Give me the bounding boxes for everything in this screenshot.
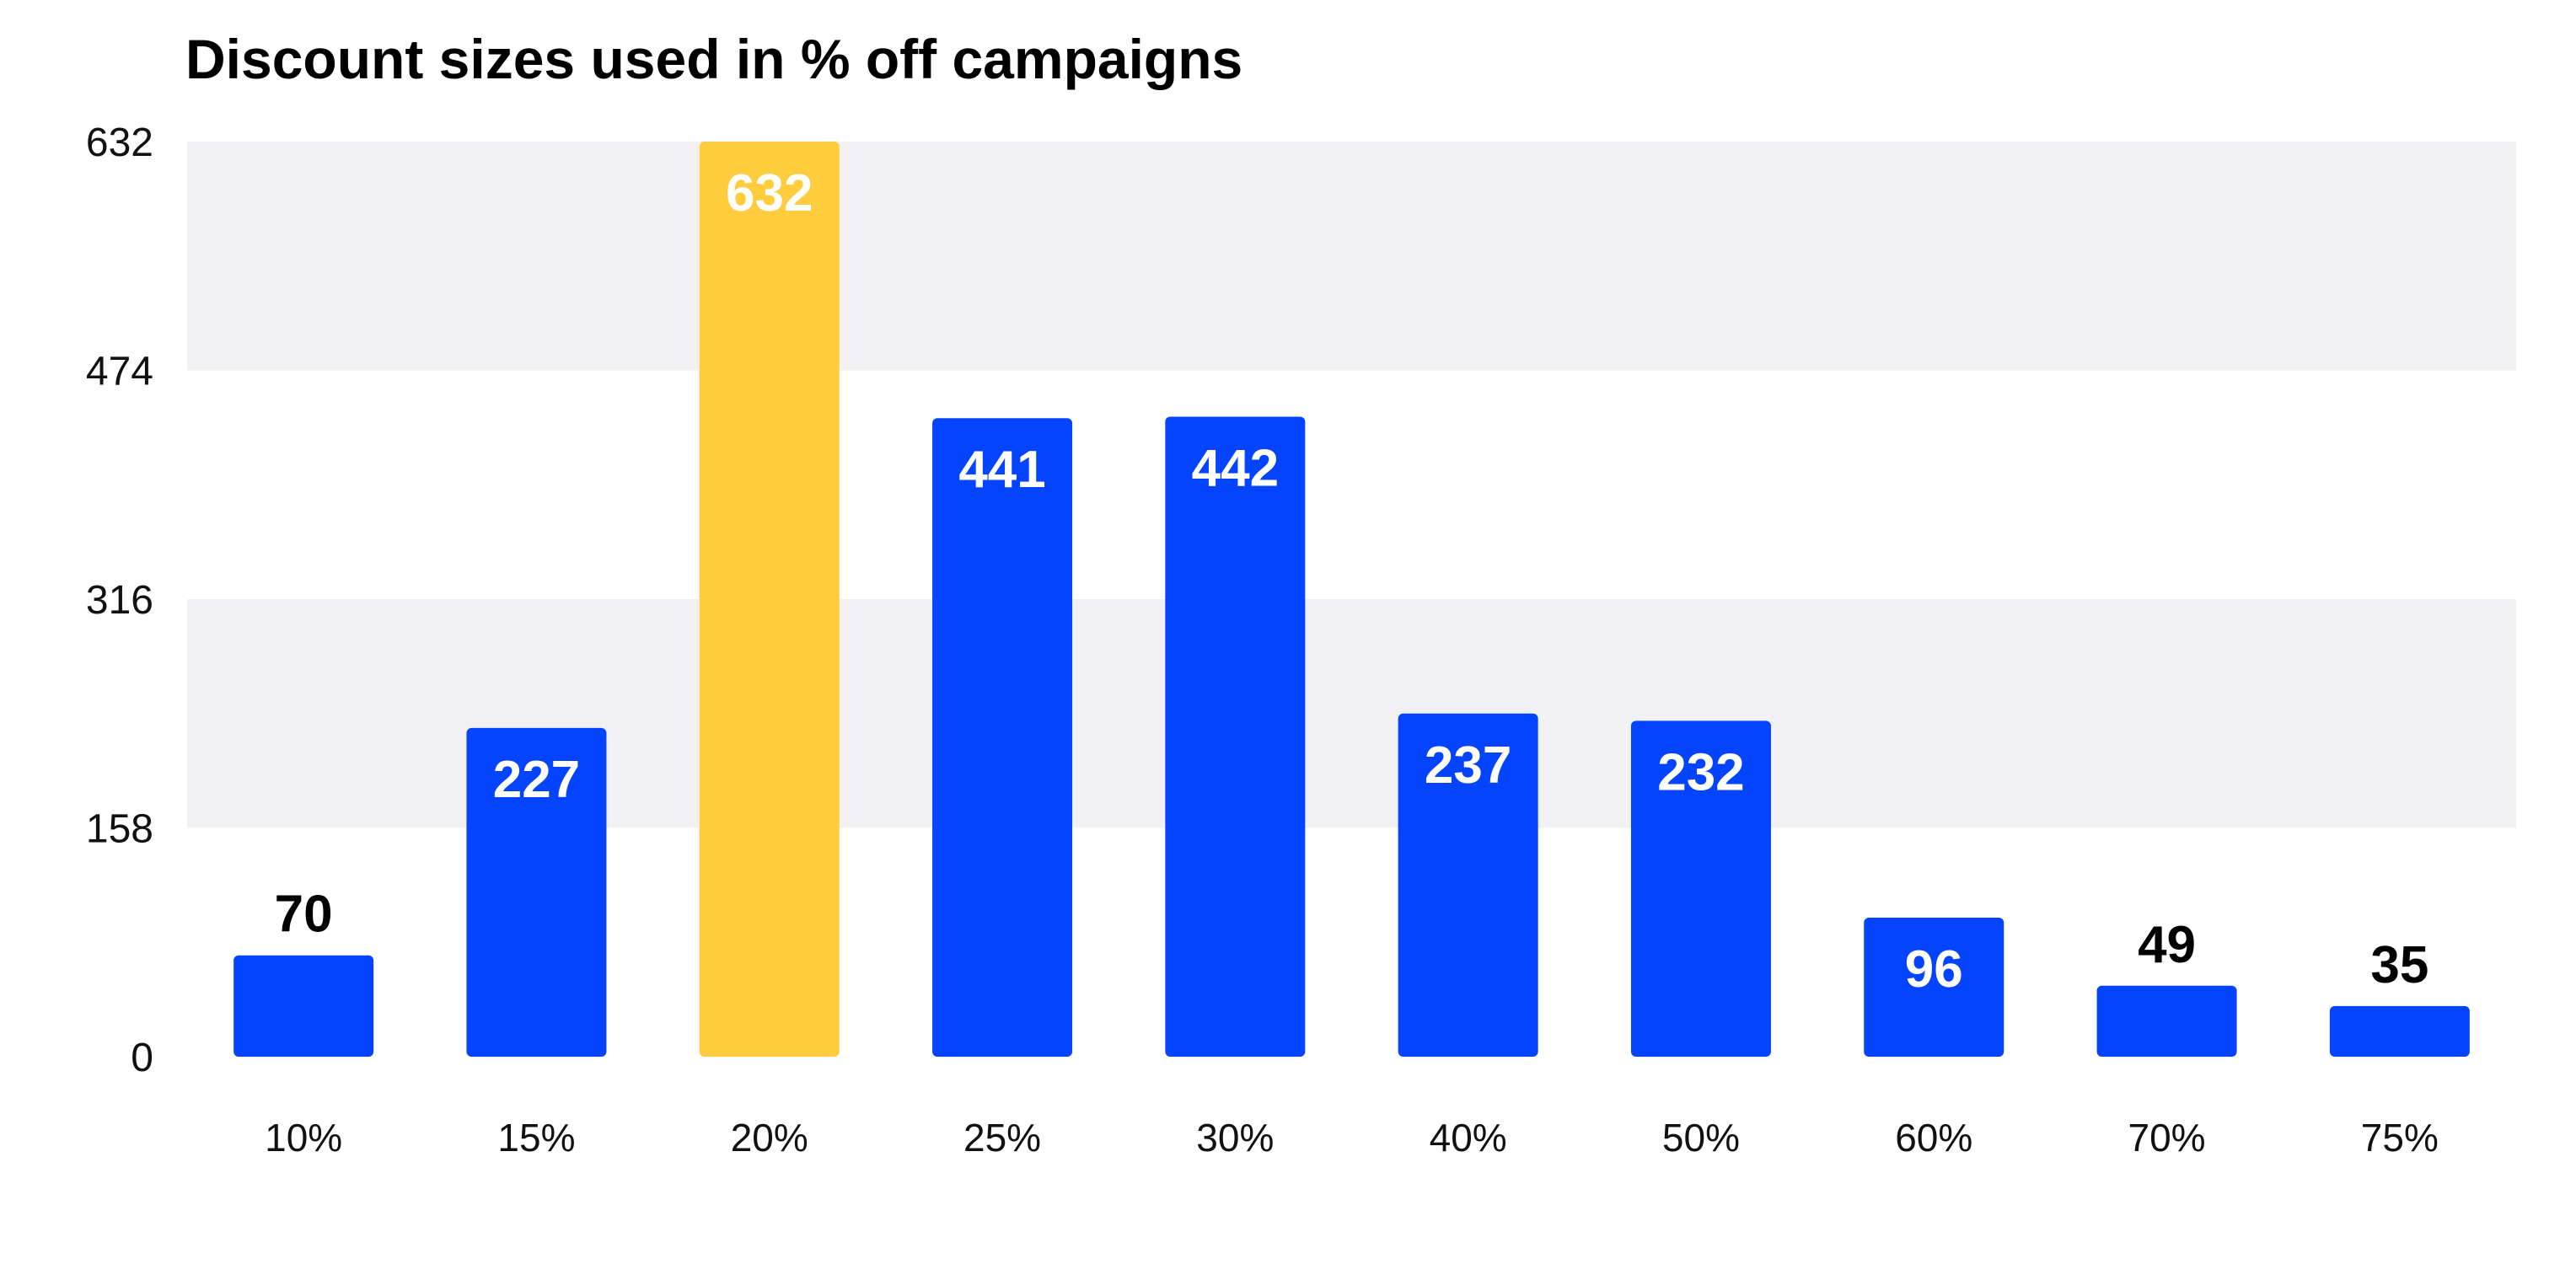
data-label: 442 <box>1192 439 1279 497</box>
data-label: 232 <box>1657 743 1744 801</box>
data-label: 441 <box>958 441 1045 499</box>
x-tick-label: 15% <box>497 1116 575 1160</box>
x-tick-label: 75% <box>2361 1116 2439 1160</box>
data-label: 227 <box>493 751 580 809</box>
x-tick-label: 40% <box>1430 1116 1507 1160</box>
data-label: 237 <box>1425 736 1511 795</box>
grid-bands <box>187 142 2516 828</box>
bars <box>233 142 2470 1058</box>
x-tick-label: 70% <box>2128 1116 2206 1160</box>
x-tick-label: 60% <box>1895 1116 1972 1160</box>
bar-20pct <box>699 142 840 1057</box>
bar-30pct <box>1165 416 1306 1058</box>
y-tick-label: 474 <box>86 350 153 394</box>
grid-band <box>187 142 2516 371</box>
y-axis: 0 158 316 474 632 <box>86 121 153 1080</box>
y-tick-label: 632 <box>86 121 153 165</box>
data-label: 632 <box>726 164 813 222</box>
x-tick-label: 50% <box>1662 1116 1740 1160</box>
y-tick-label: 0 <box>131 1036 153 1080</box>
x-axis: 10% 15% 20% 25% 30% 40% 50% 60% 70% 75% <box>265 1116 2439 1160</box>
bar-60pct <box>1864 918 2004 1057</box>
data-label: 70 <box>275 886 333 944</box>
bar-40pct <box>1398 713 1538 1057</box>
x-tick-label: 25% <box>963 1116 1041 1160</box>
bar-50pct <box>1630 720 1771 1057</box>
bar-70pct <box>2096 985 2237 1057</box>
x-tick-label: 10% <box>265 1116 342 1160</box>
data-label: 96 <box>1905 940 1963 999</box>
y-tick-label: 158 <box>86 807 153 852</box>
x-tick-label: 30% <box>1196 1116 1274 1160</box>
bar-75pct <box>2329 1005 2470 1057</box>
data-label: 35 <box>2370 936 2428 994</box>
data-labels: 70 227 632 441 442 237 232 96 49 35 <box>275 164 2429 999</box>
chart-title: Discount sizes used in % off campaigns <box>185 28 1243 90</box>
bar-15pct <box>466 727 607 1057</box>
data-label: 49 <box>2138 916 2196 974</box>
x-tick-label: 20% <box>731 1116 808 1160</box>
bar-25pct <box>932 418 1073 1057</box>
bar-10pct <box>233 955 374 1057</box>
y-tick-label: 316 <box>86 578 153 623</box>
